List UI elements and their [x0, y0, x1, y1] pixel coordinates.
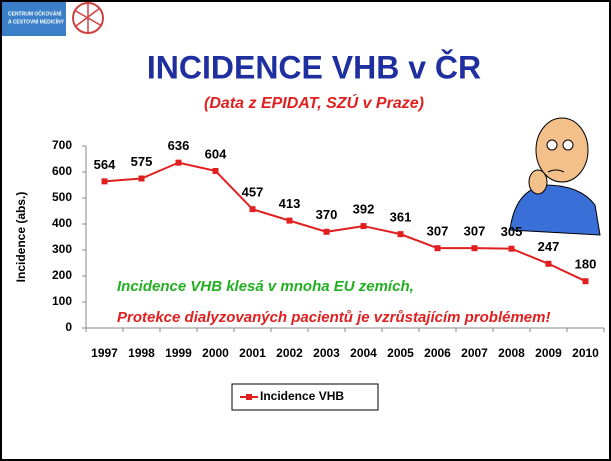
annotation: Protekce dialyzovaných pacientů je vzrůs… [117, 309, 550, 326]
y-tick-label: 200 [52, 268, 72, 282]
x-tick-label: 2001 [239, 346, 266, 360]
x-tick-label: 2008 [498, 346, 525, 360]
marker [250, 206, 256, 212]
x-tick-label: 2010 [572, 346, 599, 360]
annotation: Incidence VHB klesá v mnoha EU zemích, [117, 278, 414, 295]
data-label: 370 [316, 207, 338, 222]
data-label: 361 [390, 210, 412, 225]
man-eye [547, 140, 557, 150]
y-tick-label: 400 [52, 216, 72, 230]
x-tick-label: 2000 [202, 346, 229, 360]
y-tick-label: 0 [65, 320, 72, 334]
x-tick-label: 2007 [461, 346, 488, 360]
y-tick-label: 700 [52, 138, 72, 152]
marker [139, 176, 145, 182]
data-label: 180 [575, 257, 597, 272]
marker [287, 218, 293, 224]
logo: CENTRUM OČKOVÁNÍ A CESTOVNÍ MEDICÍNY [2, 2, 103, 36]
marker [213, 168, 219, 174]
marker [361, 223, 367, 229]
logo-text: CENTRUM OČKOVÁNÍ [8, 9, 62, 17]
x-tick-label: 1999 [165, 346, 192, 360]
data-label: 604 [205, 146, 227, 161]
data-label: 305 [501, 224, 523, 239]
y-tick-label: 600 [52, 164, 72, 178]
x-tick-label: 1997 [91, 346, 118, 360]
legend-label: Incidence VHB [260, 389, 344, 403]
chart-title: INCIDENCE VHB v ČR [147, 49, 481, 85]
chart-subtitle: (Data z EPIDAT, SZÚ v Praze) [204, 93, 424, 112]
marker [583, 278, 589, 284]
data-label: 636 [168, 138, 190, 153]
data-label: 564 [94, 157, 116, 172]
marker [509, 246, 515, 252]
x-tick-label: 2002 [276, 346, 303, 360]
data-label: 457 [242, 185, 264, 200]
y-tick-label: 500 [52, 190, 72, 204]
x-tick-label: 2003 [313, 346, 340, 360]
marker [546, 261, 552, 267]
slide: CENTRUM OČKOVÁNÍ A CESTOVNÍ MEDICÍNY INC… [0, 0, 611, 461]
marker [398, 231, 404, 237]
x-tick-label: 1998 [128, 346, 155, 360]
man-hand [529, 170, 547, 194]
y-tick-label: 300 [52, 242, 72, 256]
marker [176, 160, 182, 166]
marker [435, 245, 441, 251]
y-axis-label: Incidence (abs.) [14, 192, 28, 283]
data-label: 575 [131, 154, 153, 169]
marker [472, 245, 478, 251]
x-tick-label: 2004 [350, 346, 377, 360]
data-label: 307 [427, 224, 449, 239]
data-label: 307 [464, 224, 486, 239]
x-tick-label: 2009 [535, 346, 562, 360]
marker [102, 178, 108, 184]
x-tick-label: 2005 [387, 346, 414, 360]
data-label: 247 [538, 239, 560, 254]
data-label: 392 [353, 202, 375, 217]
data-label: 413 [279, 196, 301, 211]
marker [324, 229, 330, 235]
x-tick-label: 2006 [424, 346, 451, 360]
logo-text: A CESTOVNÍ MEDICÍNY [8, 17, 65, 25]
man-eye [563, 140, 573, 150]
legend-marker [246, 394, 252, 400]
y-tick-label: 100 [52, 294, 72, 308]
